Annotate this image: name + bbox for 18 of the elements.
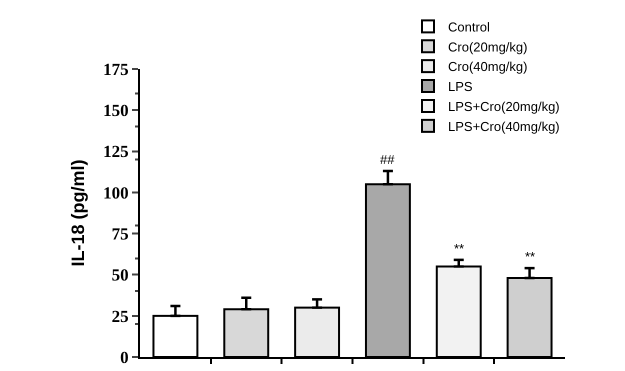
y-tick-label: 150: [103, 101, 129, 120]
y-tick-label: 100: [103, 183, 129, 202]
y-tick-label: 175: [103, 60, 129, 79]
legend-label: LPS: [448, 79, 473, 94]
legend-label: Cro(40mg/kg): [448, 59, 528, 74]
data-label: ##: [380, 152, 396, 167]
legend-label: Cro(20mg/kg): [448, 39, 528, 54]
data-label: **: [454, 241, 464, 256]
y-tick-label: 125: [103, 142, 129, 162]
legend-label: LPS+Cro(40mg/kg): [448, 118, 560, 134]
y-axis-title: IL-18 (pg/ml): [68, 159, 88, 266]
y-tick-label: 50: [112, 266, 129, 285]
y-tick-label: 25: [112, 306, 129, 326]
legend-label: LPS+Cro(20mg/kg): [448, 99, 560, 114]
y-tick-label: 0: [120, 348, 129, 367]
y-tick-label: 75: [112, 224, 129, 244]
legend-label: Control: [448, 19, 490, 34]
data-label: **: [525, 249, 536, 264]
